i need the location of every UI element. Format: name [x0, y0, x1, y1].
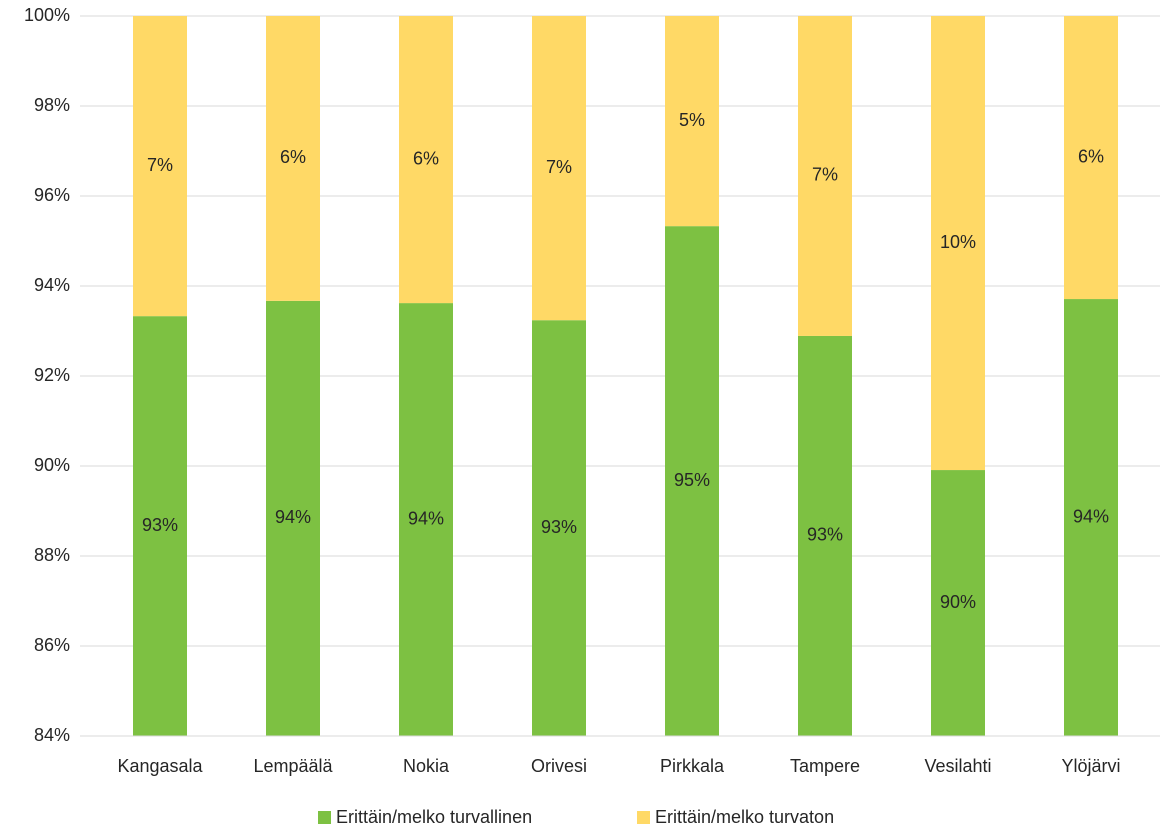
bar-segment — [665, 226, 719, 736]
x-tick-label: Ylöjärvi — [1061, 756, 1120, 776]
y-tick-label: 86% — [34, 635, 70, 655]
data-label: 93% — [807, 525, 843, 545]
y-tick-label: 84% — [34, 725, 70, 745]
data-label: 6% — [1078, 146, 1104, 166]
data-label: 6% — [280, 147, 306, 167]
bar-segment — [133, 16, 187, 317]
data-label: 94% — [275, 507, 311, 527]
bar-segment — [266, 300, 320, 736]
y-tick-label: 90% — [34, 455, 70, 475]
x-tick-label: Pirkkala — [660, 756, 725, 776]
bar-segment — [399, 16, 453, 304]
y-tick-label: 98% — [34, 95, 70, 115]
data-label: 7% — [812, 165, 838, 185]
legend-label: Erittäin/melko turvallinen — [336, 807, 532, 827]
legend-swatch — [637, 811, 650, 824]
bar-segment — [665, 16, 719, 227]
bar-segment — [798, 335, 852, 736]
legend-label: Erittäin/melko turvaton — [655, 807, 834, 827]
bar-segment — [532, 320, 586, 736]
data-label: 7% — [546, 157, 572, 177]
bar-segment — [1064, 16, 1118, 300]
x-tick-label: Tampere — [790, 756, 860, 776]
data-label: 94% — [1073, 506, 1109, 526]
y-tick-label: 100% — [24, 5, 70, 25]
data-label: 6% — [413, 148, 439, 168]
data-label: 5% — [679, 110, 705, 130]
data-label: 93% — [142, 515, 178, 535]
x-tick-label: Lempäälä — [253, 756, 333, 776]
bar-segment — [931, 470, 985, 736]
x-tick-label: Vesilahti — [924, 756, 991, 776]
data-label: 10% — [940, 232, 976, 252]
y-tick-label: 96% — [34, 185, 70, 205]
legend-swatch — [318, 811, 331, 824]
bar-segment — [399, 303, 453, 736]
bar-segment — [532, 16, 586, 321]
x-tick-label: Orivesi — [531, 756, 587, 776]
bar-segment — [931, 16, 985, 471]
bar-segment — [133, 316, 187, 736]
y-tick-label: 94% — [34, 275, 70, 295]
x-tick-label: Kangasala — [117, 756, 203, 776]
y-tick-label: 88% — [34, 545, 70, 565]
bar-segment — [798, 16, 852, 336]
data-label: 95% — [674, 470, 710, 490]
bar-segment — [1064, 299, 1118, 736]
data-label: 7% — [147, 155, 173, 175]
data-label: 93% — [541, 517, 577, 537]
bar-segment — [266, 16, 320, 301]
x-tick-label: Nokia — [403, 756, 450, 776]
y-tick-label: 92% — [34, 365, 70, 385]
data-label: 90% — [940, 592, 976, 612]
data-label: 94% — [408, 508, 444, 528]
